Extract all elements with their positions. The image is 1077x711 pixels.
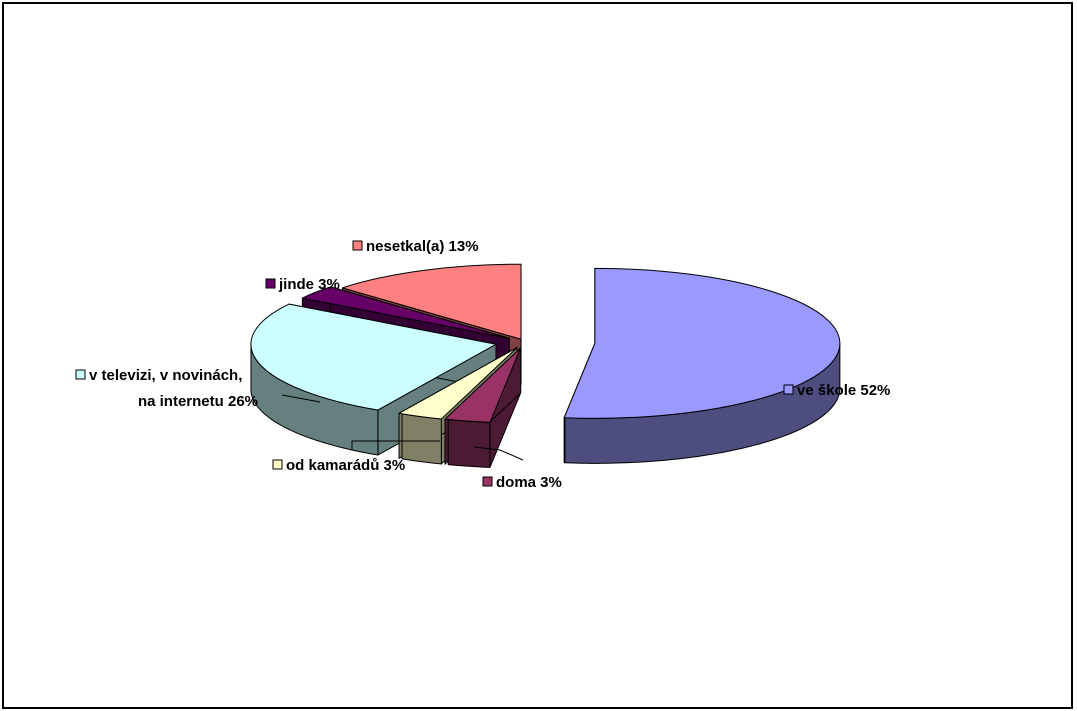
slice-label-0: ve škole 52% [783,382,890,399]
slice-label-5: nesetkal(a) 13% [352,238,479,255]
slice-top [444,347,522,423]
slice-label-1: doma 3% [482,474,562,491]
slice-outer-side [401,413,442,465]
slice-top [250,303,497,411]
leader-line-3 [281,394,321,403]
legend-key [265,278,276,289]
slice-top [301,286,510,339]
leader-line-1 [473,446,524,461]
legend-key [783,384,794,395]
slice-label-3: v televizi, v novinách, na internetu 26% [75,367,258,410]
pie-slice-0 [563,267,841,464]
legend-key [272,459,283,470]
label-text: doma 3% [496,474,562,491]
legend-key [352,240,363,251]
leader-line-2 [351,440,440,450]
label-text: jinde 3% [278,276,340,293]
label-text: ve škole 52% [797,382,890,399]
slice-top [398,347,518,420]
slice-label-2: od kamarádů 3% [272,457,405,474]
legend-key [482,476,493,487]
slice-top [341,263,522,340]
label-text-line-1: v televizi, v novinách, [89,367,242,384]
pie-slice-1 [444,347,522,468]
slice-top [563,267,841,419]
slice-outer-side [447,419,491,468]
label-text: od kamarádů 3% [286,457,405,474]
slice-label-4: jinde 3% [265,276,340,293]
legend-key [75,369,86,380]
label-text-line-2: na internetu 26% [138,393,258,410]
label-text: nesetkal(a) 13% [366,238,479,255]
